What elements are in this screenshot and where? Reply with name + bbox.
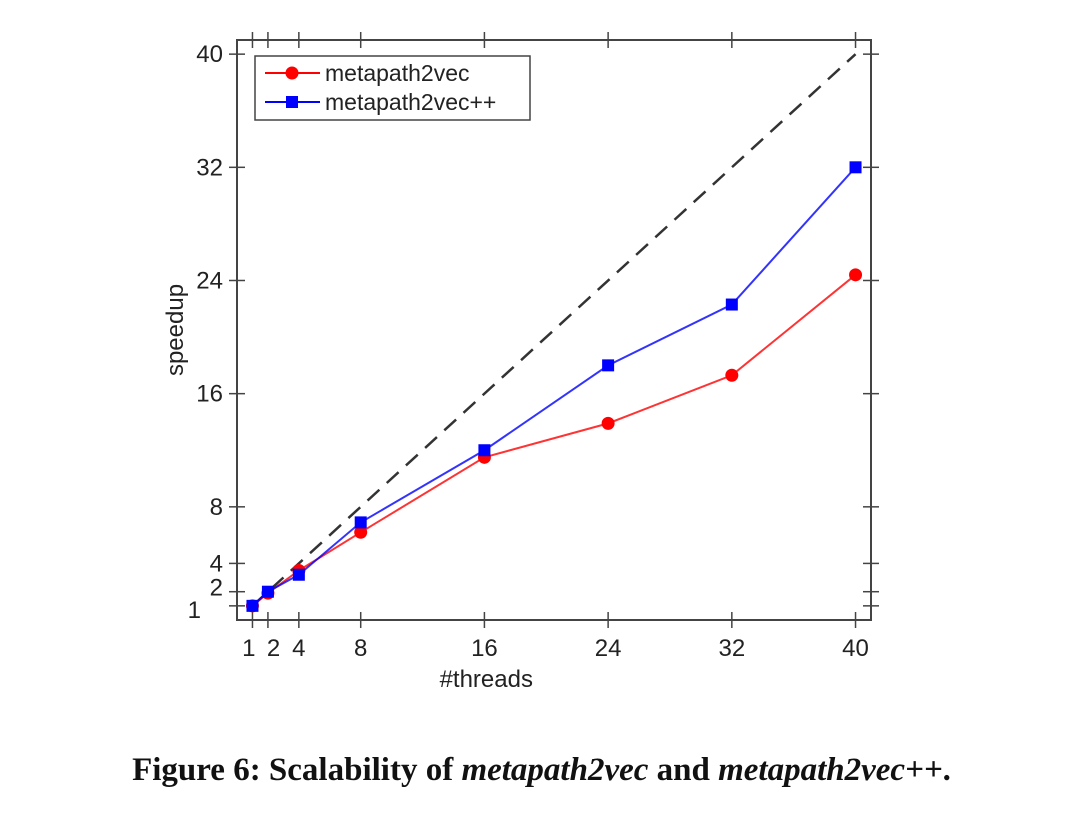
data-point-metapath2vec++ xyxy=(849,161,862,174)
data-point-metapath2vec xyxy=(601,416,615,430)
series-line-metapath2vec xyxy=(251,274,857,607)
x-tick-label: 40 xyxy=(842,635,869,662)
data-point-metapath2vec xyxy=(354,525,368,539)
y-tick-label: 40 xyxy=(196,41,223,68)
y-axis-label: speedup xyxy=(162,284,189,376)
speedup-chart: 1 2 4 8 16 24 32 40124816243240#threadsspeedupm… xyxy=(162,32,879,693)
x-axis-label: #threads xyxy=(440,666,533,693)
ideal-speedup-line xyxy=(251,53,857,607)
y-tick-label: 16 xyxy=(196,381,223,408)
x-tick-label: 16 xyxy=(471,635,498,662)
x-tick-label: 24 xyxy=(595,635,622,662)
legend-box xyxy=(254,55,531,121)
data-point-metapath2vec xyxy=(849,268,863,282)
y-tick-label: 24 xyxy=(196,267,223,294)
legend-marker xyxy=(286,96,298,108)
x-tick-label: 32 xyxy=(718,635,745,662)
x-tick-label: 2 xyxy=(267,635,280,662)
data-point-metapath2vec++ xyxy=(292,568,305,581)
y-tick-label: 1 xyxy=(188,597,201,624)
y-tick-label: 2 xyxy=(210,575,223,602)
series-line-metapath2vec++ xyxy=(251,166,857,607)
data-point-metapath2vec++ xyxy=(725,298,738,311)
x-tick-label: 4 xyxy=(292,635,305,662)
legend-label: metapath2vec++ xyxy=(325,89,496,115)
caption-name2: metapath2vec++ xyxy=(718,752,943,788)
data-point-metapath2vec++ xyxy=(246,599,259,612)
caption-mid: and xyxy=(648,752,719,788)
figure-caption: Figure 6: Scalability of metapath2vec an… xyxy=(0,752,1083,789)
x-tick-label: 8 xyxy=(354,635,367,662)
legend-marker xyxy=(285,66,299,80)
data-point-metapath2vec++ xyxy=(354,516,367,529)
legend-label: metapath2vec xyxy=(325,60,469,86)
y-tick-label: 8 xyxy=(210,494,223,521)
data-point-metapath2vec++ xyxy=(602,359,615,372)
data-point-metapath2vec++ xyxy=(261,585,274,598)
x-tick-label: 1 xyxy=(242,635,255,662)
caption-suffix: . xyxy=(942,752,951,788)
data-point-metapath2vec xyxy=(725,368,739,382)
y-tick-label: 4 xyxy=(210,550,223,577)
caption-prefix: Figure 6: Scalability of xyxy=(132,752,462,788)
y-tick-label: 32 xyxy=(196,154,223,181)
caption-name1: metapath2vec xyxy=(461,752,649,788)
plot-frame xyxy=(236,39,872,621)
data-point-metapath2vec++ xyxy=(478,444,491,457)
